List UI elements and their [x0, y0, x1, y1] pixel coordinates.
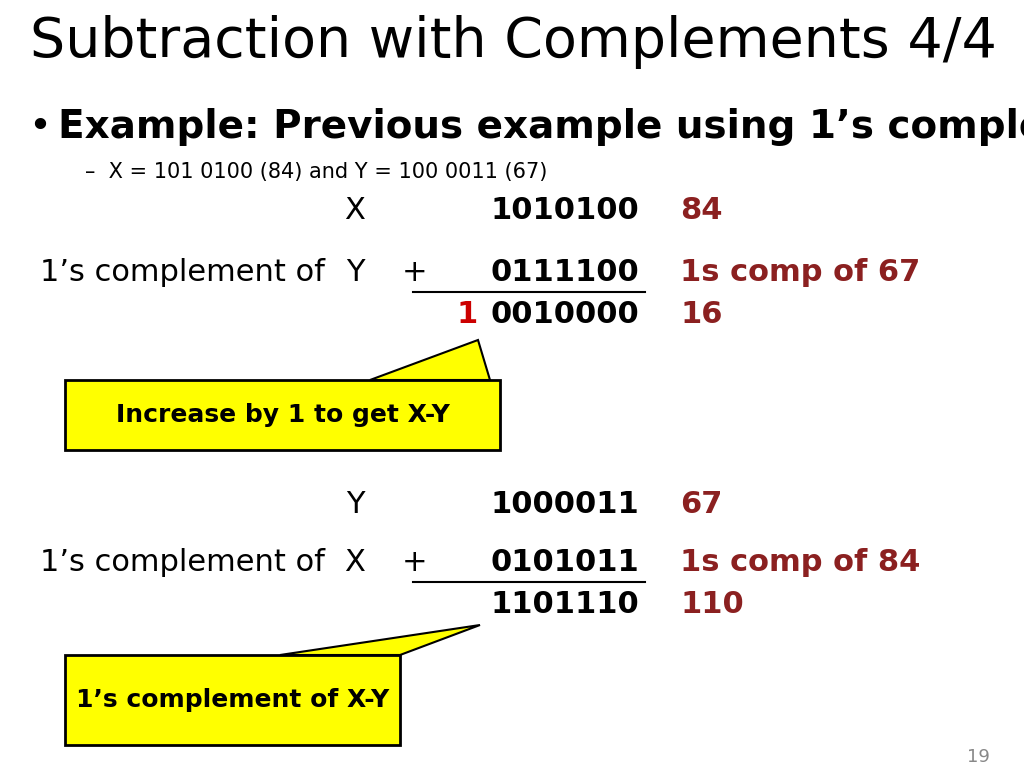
- Text: 0101011: 0101011: [490, 548, 639, 577]
- Text: 0010000: 0010000: [490, 300, 639, 329]
- Text: 1’s complement of X-Y: 1’s complement of X-Y: [76, 688, 389, 712]
- FancyBboxPatch shape: [65, 655, 400, 745]
- Polygon shape: [370, 340, 490, 380]
- Text: Y: Y: [346, 490, 365, 519]
- Text: +: +: [402, 258, 428, 287]
- Text: 84: 84: [680, 196, 723, 225]
- Text: 110: 110: [680, 590, 743, 619]
- Text: 1: 1: [457, 300, 478, 329]
- Text: 1s comp of 84: 1s comp of 84: [680, 548, 921, 577]
- Text: 67: 67: [680, 490, 722, 519]
- Text: X: X: [344, 196, 366, 225]
- Text: X: X: [344, 548, 366, 577]
- FancyBboxPatch shape: [65, 380, 500, 450]
- Text: 19: 19: [967, 748, 990, 766]
- Text: 1’s complement of: 1’s complement of: [40, 548, 325, 577]
- Text: Subtraction with Complements 4/4: Subtraction with Complements 4/4: [30, 15, 997, 69]
- Polygon shape: [280, 625, 480, 655]
- Text: Increase by 1 to get X-Y: Increase by 1 to get X-Y: [116, 403, 450, 427]
- Text: –  X = 101 0100 (84) and Y = 100 0011 (67): – X = 101 0100 (84) and Y = 100 0011 (67…: [85, 162, 548, 182]
- Text: Example: Previous example using 1’s complement: Example: Previous example using 1’s comp…: [58, 108, 1024, 146]
- Text: 1000011: 1000011: [490, 490, 639, 519]
- Text: 1101110: 1101110: [490, 590, 639, 619]
- Text: 1’s complement of: 1’s complement of: [40, 258, 325, 287]
- Text: 1s comp of 67: 1s comp of 67: [680, 258, 921, 287]
- Text: 0111100: 0111100: [490, 258, 639, 287]
- Text: •: •: [28, 108, 51, 146]
- Text: +: +: [402, 548, 428, 577]
- Text: 1010100: 1010100: [490, 196, 639, 225]
- Text: Y: Y: [346, 258, 365, 287]
- Text: 16: 16: [680, 300, 723, 329]
